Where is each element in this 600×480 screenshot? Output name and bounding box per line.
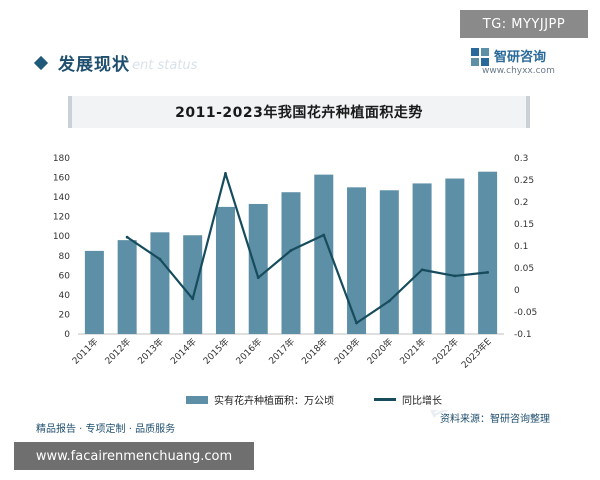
bar [84, 250, 104, 334]
brand-mark-icon [471, 48, 489, 66]
x-tick-label: 2020年 [364, 336, 395, 367]
y-left-tick-label: 80 [59, 252, 71, 262]
bar [314, 174, 334, 334]
x-tick-label: 2022年 [430, 336, 461, 367]
y-right-tick-label: 0.3 [514, 154, 528, 164]
legend-bar-swatch [186, 395, 208, 404]
y-left-tick-label: 160 [53, 174, 70, 184]
bar [117, 240, 137, 334]
line-point [224, 172, 227, 175]
line-point [453, 274, 457, 278]
bar [248, 203, 268, 334]
line-point [420, 268, 424, 272]
y-right-tick-label: 0.2 [514, 198, 528, 208]
x-tick-label: 2021年 [397, 336, 428, 367]
line-point [355, 321, 358, 325]
legend-label-line: 同比增长 [402, 396, 442, 407]
legend-label-bar: 实有花卉种植面积：万公顷 [214, 396, 334, 407]
chart-legend: 实有花卉种植面积：万公顷 同比增长 [186, 392, 442, 407]
x-tick-label: 2015年 [201, 336, 232, 367]
x-tick-label: 2018年 [299, 336, 330, 367]
y-left-tick-label: 120 [53, 213, 70, 223]
section-subtitle: ent status [132, 58, 198, 73]
x-tick-label: 2014年 [168, 336, 199, 367]
x-tick-label: 2013年 [135, 336, 166, 367]
y-right-tick-label: -0.05 [514, 308, 537, 318]
tg-badge: TG: MYYJJPP [460, 10, 588, 38]
bar [150, 232, 170, 334]
x-tick-label: 2017年 [266, 336, 297, 367]
bar [379, 190, 399, 334]
y-left-tick-label: 20 [59, 310, 71, 320]
brand-logo: 智研咨询 www.chyxx.com [470, 44, 562, 84]
chart-title: 2011-2023年我国花卉种植面积走势 [175, 105, 423, 121]
y-left-tick-label: 140 [53, 193, 70, 203]
bar [347, 187, 367, 334]
y-left-tick-label: 60 [59, 271, 71, 281]
chart-title-bar: 2011-2023年我国花卉种植面积走势 [68, 96, 530, 128]
x-tick-label: 2012年 [102, 336, 133, 367]
site-url-badge: www.facairenmenchuang.com [14, 442, 254, 470]
y-left-tick-label: 100 [53, 232, 70, 242]
footer-tagline: 精品报告 · 专项定制 · 品质服务 [36, 424, 176, 435]
bar [281, 192, 301, 334]
y-left-tick-label: 40 [59, 291, 71, 301]
y-right-tick-label: 0 [514, 286, 520, 296]
y-left-tick-label: 180 [53, 154, 70, 164]
series-line-growth [126, 172, 488, 325]
y-right-tick-label: 0.15 [514, 220, 534, 230]
line-point [256, 276, 260, 280]
legend-line-swatch [374, 398, 396, 401]
line-point [289, 249, 293, 252]
y-left-tick-label: 0 [64, 330, 70, 340]
x-tick-label: 2016年 [233, 336, 264, 367]
line-point [322, 233, 326, 237]
x-tick-label: 2019年 [332, 336, 363, 367]
line-point [125, 235, 129, 239]
bar [445, 178, 465, 334]
bar [183, 235, 203, 334]
y-right-tick-label: 0.1 [514, 242, 528, 252]
x-tick-label: 2023年E [459, 335, 494, 370]
line-point [486, 271, 490, 274]
brand-name: 智研咨询 [494, 50, 547, 65]
bar [412, 183, 432, 334]
line-point [158, 257, 162, 261]
section-header: 发展现状 [33, 50, 130, 75]
bar [478, 171, 498, 334]
line-point [191, 297, 195, 301]
y-right-tick-label: 0.05 [514, 264, 534, 274]
source-note: 资料来源：智研咨询整理 [440, 414, 550, 425]
y-right-tick-label: -0.1 [514, 330, 532, 340]
x-tick-label: 2011年 [69, 336, 100, 367]
y-right-tick-label: 0.25 [514, 176, 534, 186]
brand-url: www.chyxx.com [482, 66, 555, 76]
line-point [387, 299, 391, 303]
section-title: 发展现状 [58, 55, 130, 75]
bar [215, 206, 235, 334]
